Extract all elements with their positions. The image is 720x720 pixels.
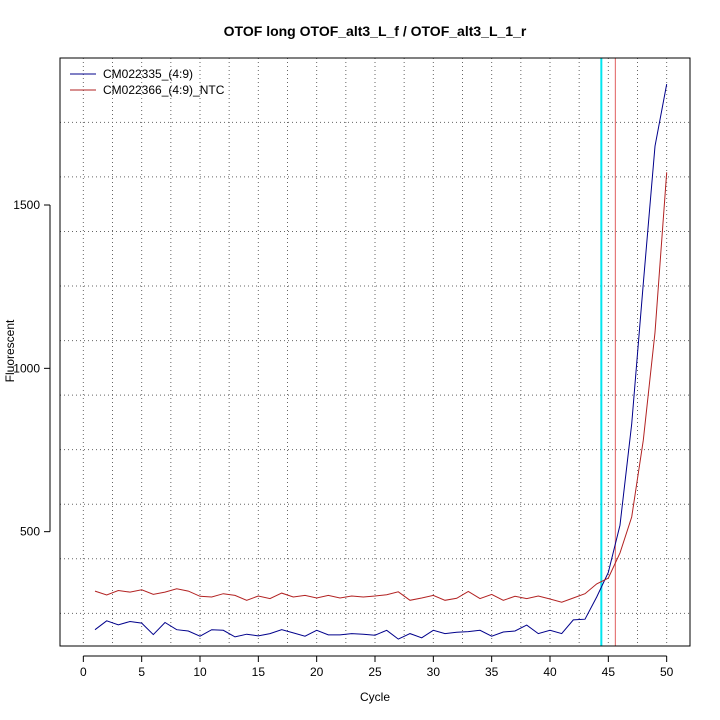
threshold-lines <box>600 58 616 646</box>
y-tick-label: 1500 <box>13 198 40 212</box>
y-tick-label: 500 <box>20 525 40 539</box>
x-tick-label: 35 <box>485 665 499 679</box>
series-lines <box>94 84 668 640</box>
x-tick-label: 25 <box>368 665 382 679</box>
x-tick-label: 30 <box>427 665 441 679</box>
x-tick-label: 15 <box>252 665 266 679</box>
x-tick-label: 50 <box>660 665 674 679</box>
series-line-1 <box>94 84 668 640</box>
x-tick-label: 40 <box>543 665 557 679</box>
grid <box>60 58 690 646</box>
plot-frame <box>59 57 691 647</box>
x-tick-label: 5 <box>138 665 145 679</box>
series-line-2 <box>94 172 668 603</box>
legend-label: CM022335_(4:9) <box>103 67 193 81</box>
y-axis-label: Fluorescent <box>3 319 17 382</box>
x-tick-label: 0 <box>80 665 87 679</box>
legend-label: CM022366_(4:9)_NTC <box>103 83 225 97</box>
x-tick-label: 20 <box>310 665 324 679</box>
x-tick-label: 45 <box>602 665 616 679</box>
chart-title: OTOF long OTOF_alt3_L_f / OTOF_alt3_L_1_… <box>224 23 527 39</box>
legend: CM022335_(4:9) CM022366_(4:9)_NTC <box>70 67 225 97</box>
x-axis-label: Cycle <box>360 690 390 704</box>
y-axis: 500 1000 1500 <box>13 198 51 539</box>
x-tick-label: 10 <box>193 665 207 679</box>
y-tick-label: 1000 <box>13 361 40 375</box>
x-axis: 0 5 10 15 20 25 30 35 40 45 50 <box>80 655 674 679</box>
